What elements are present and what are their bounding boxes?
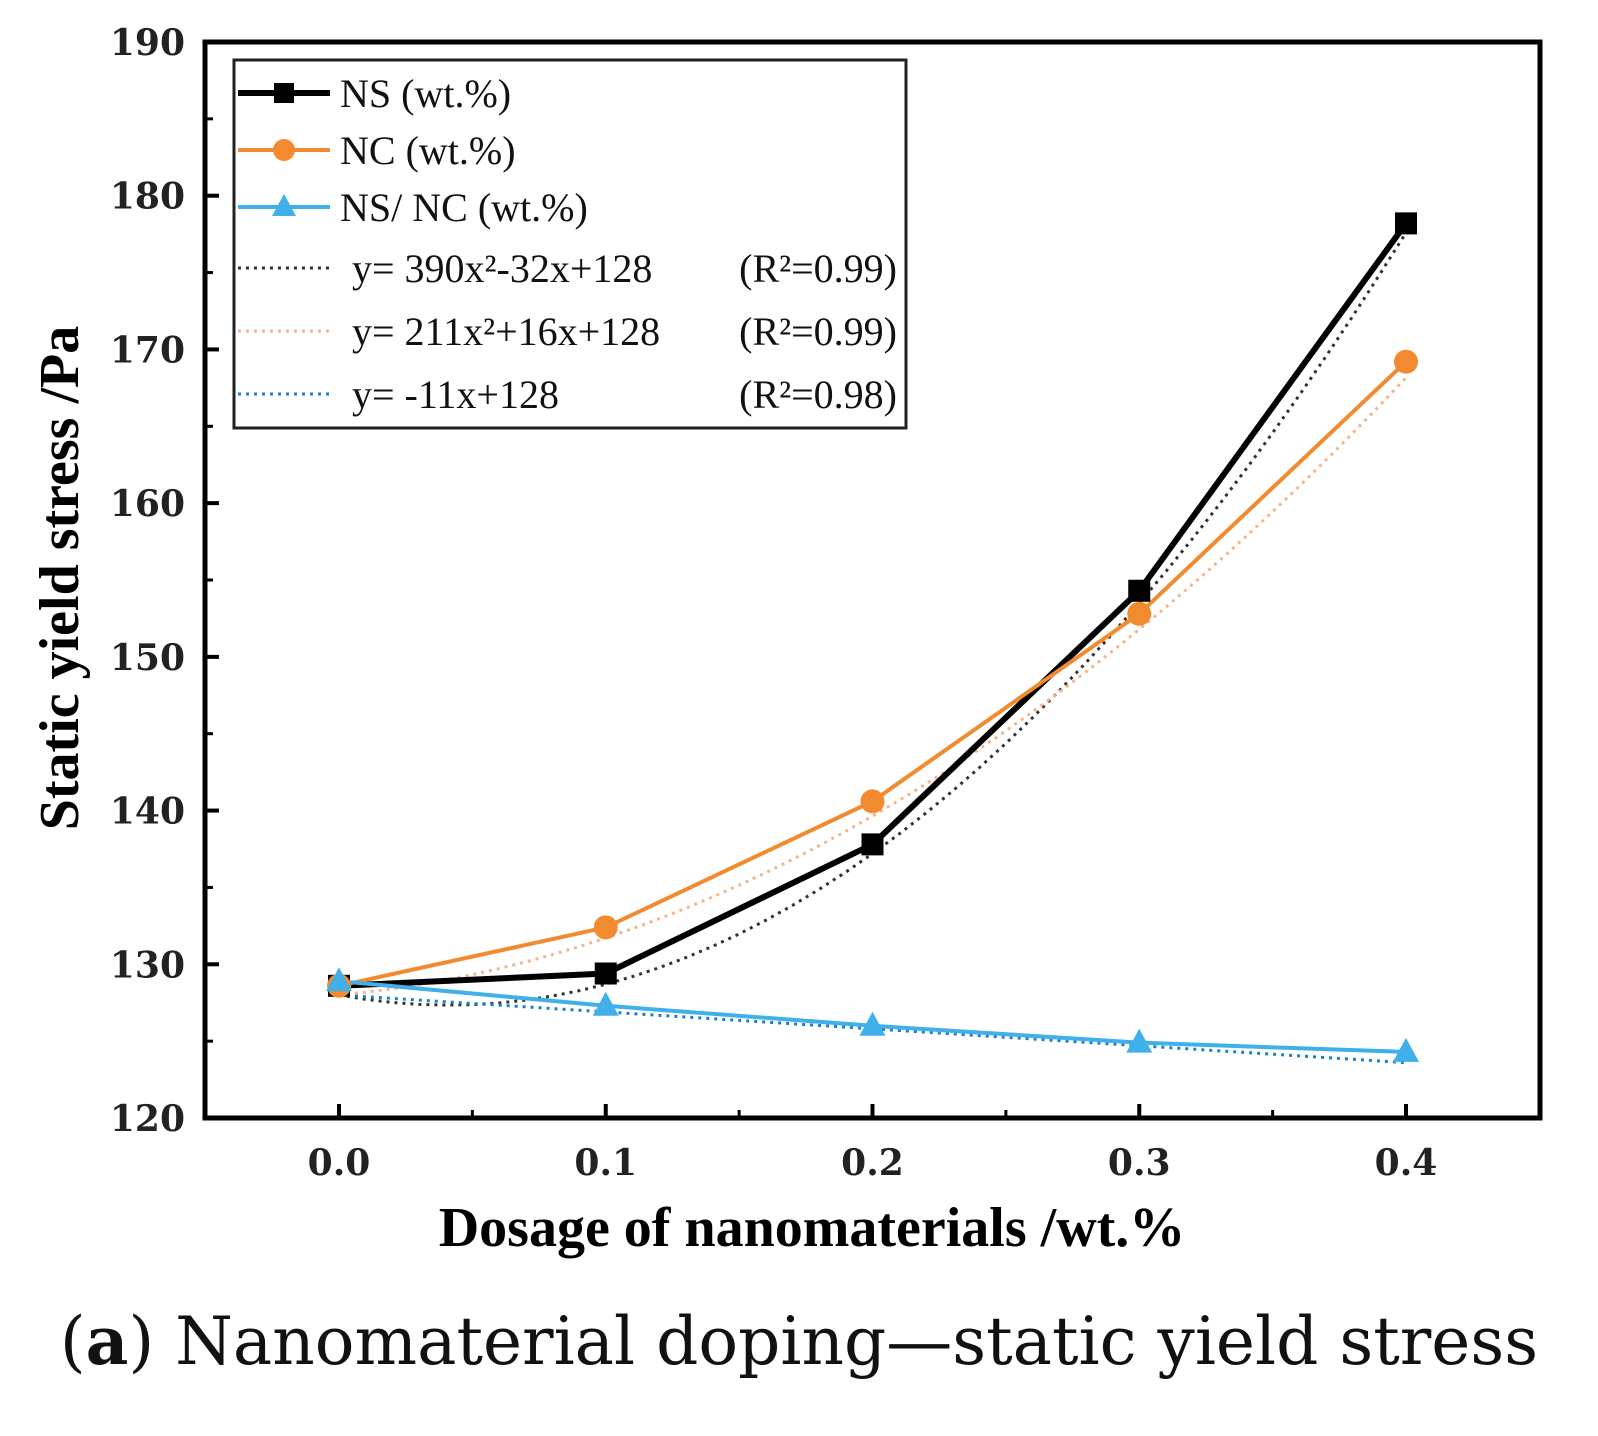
legend: NS (wt.%) NC (wt.%) NS/ NC (wt.%) y= 390x²-… [232,58,908,430]
y-tick-label: 180 [110,176,185,218]
y-axis-label: Static yield stress /Pa [29,326,91,830]
circle-marker [860,789,885,814]
x-tick-label: 0.2 [841,1142,904,1184]
y-tick-label: 140 [110,791,185,833]
line-chart: 120 130 140 150 160 170 180 190 0.0 0.1 0.2 0.3 0.4… [29,22,1543,1259]
x-tick-label: 0.0 [308,1142,371,1184]
circle-marker [1394,349,1418,374]
legend-fit-equation: y= 390x²-32x+128 [352,246,652,291]
legend-fit-r2: (R²=0.99) [739,309,897,354]
x-tick-label: 0.4 [1375,1142,1438,1184]
fit-line [338,231,1408,1007]
y-tick-label: 160 [110,483,185,525]
x-axis: 0.0 0.1 0.2 0.3 0.4 [308,1104,1438,1184]
triangle-marker [326,967,352,992]
series-lines [326,212,1419,1062]
triangle-marker [272,194,296,216]
legend-fit-equation: y= 211x²+16x+128 [352,309,660,354]
legend-fit-r2: (R²=0.98) [739,372,897,417]
legend-fit-equation: y= -11x+128 [352,372,559,417]
fit-line [338,376,1408,997]
square-marker [861,833,884,856]
fit-line [338,993,1407,1065]
square-marker [274,83,294,103]
triangle-marker [1393,1037,1419,1062]
square-marker [1395,212,1417,235]
triangle-marker [592,991,619,1016]
y-tick-label: 130 [110,944,185,986]
x-tick-label: 0.3 [1108,1142,1171,1184]
caption-label: a [85,1302,129,1380]
caption-open: ( [59,1303,86,1380]
square-marker [594,962,617,985]
y-tick-label: 120 [110,1098,185,1140]
y-tick-label: 170 [110,329,185,371]
legend-fit-r2: (R²=0.99) [739,246,897,291]
y-tick-label: 190 [110,22,185,64]
series-line [338,360,1408,988]
legend-label: NC (wt.%) [340,128,516,173]
circle-marker [273,139,295,161]
legend-box [232,58,908,430]
legend-label: NS/ NC (wt.%) [340,185,588,230]
square-marker [1128,579,1151,602]
fit-lines [338,231,1408,1065]
y-tick-label: 150 [110,637,185,679]
x-tick-label: 0.1 [574,1142,637,1184]
circle-marker [1127,601,1152,626]
y-axis: 120 130 140 150 160 170 180 190 [110,22,219,1140]
figure-caption: (a) Nanomaterial doping—static yield str… [0,1302,1598,1380]
triangle-marker [1126,1028,1153,1053]
circle-marker [593,915,618,940]
legend-label: NS (wt.%) [340,71,511,116]
triangle-marker [859,1011,886,1036]
caption-text: ) Nanomaterial doping—static yield stres… [128,1303,1539,1380]
x-axis-label: Dosage of nanomaterials /wt.% [439,1197,1186,1259]
